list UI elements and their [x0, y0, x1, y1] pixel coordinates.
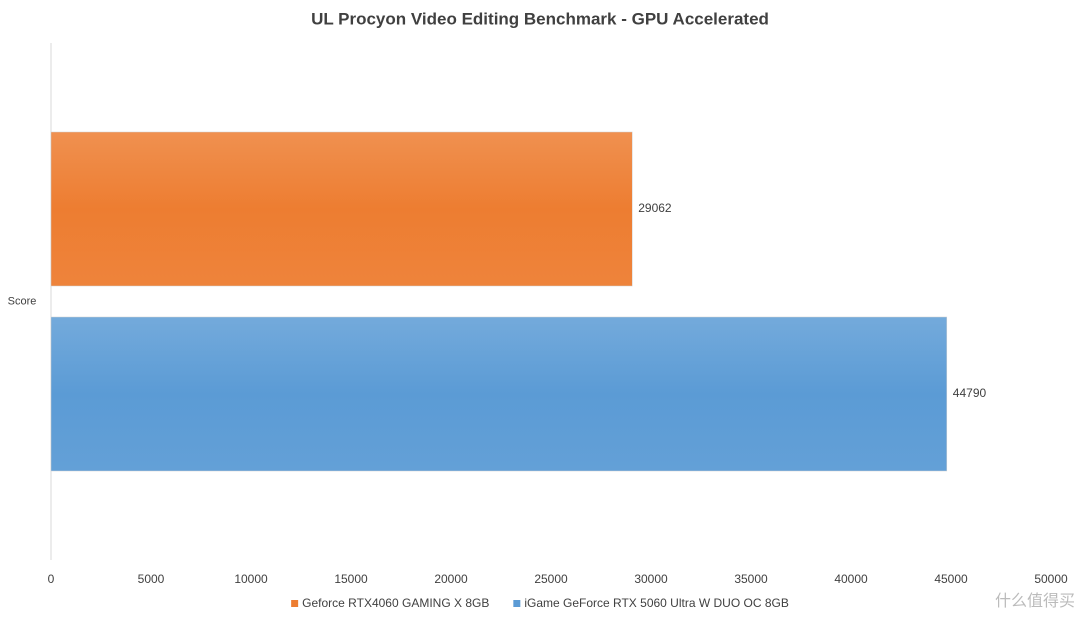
legend-swatch	[291, 600, 299, 607]
y-tick-label: Score	[8, 295, 37, 307]
x-tick-label: 35000	[734, 572, 768, 586]
x-tick-label: 25000	[534, 572, 568, 586]
data-label: 29062	[638, 201, 672, 215]
legend-label: Geforce RTX4060 GAMING X 8GB	[302, 596, 489, 610]
bar	[50, 316, 948, 472]
legend-label: iGame GeForce RTX 5060 Ultra W DUO OC 8G…	[524, 596, 789, 610]
legend-swatch	[513, 600, 521, 607]
x-tick-label: 5000	[138, 572, 165, 586]
x-tick-label: 0	[48, 572, 55, 586]
x-tick-label: 45000	[934, 572, 968, 586]
watermark: 什么值得买	[995, 592, 1075, 610]
x-tick-label: 15000	[334, 572, 368, 586]
bar	[50, 131, 633, 287]
chart-title: UL Procyon Video Editing Benchmark - GPU…	[311, 9, 769, 28]
x-tick-label: 40000	[834, 572, 868, 586]
x-tick-label: 50000	[1034, 572, 1068, 586]
x-tick-label: 20000	[434, 572, 468, 586]
data-label: 44790	[953, 386, 987, 400]
legend: Geforce RTX4060 GAMING X 8GB iGame GeForc…	[291, 596, 789, 610]
x-tick-label: 10000	[234, 572, 268, 586]
x-tick-label: 30000	[634, 572, 668, 586]
